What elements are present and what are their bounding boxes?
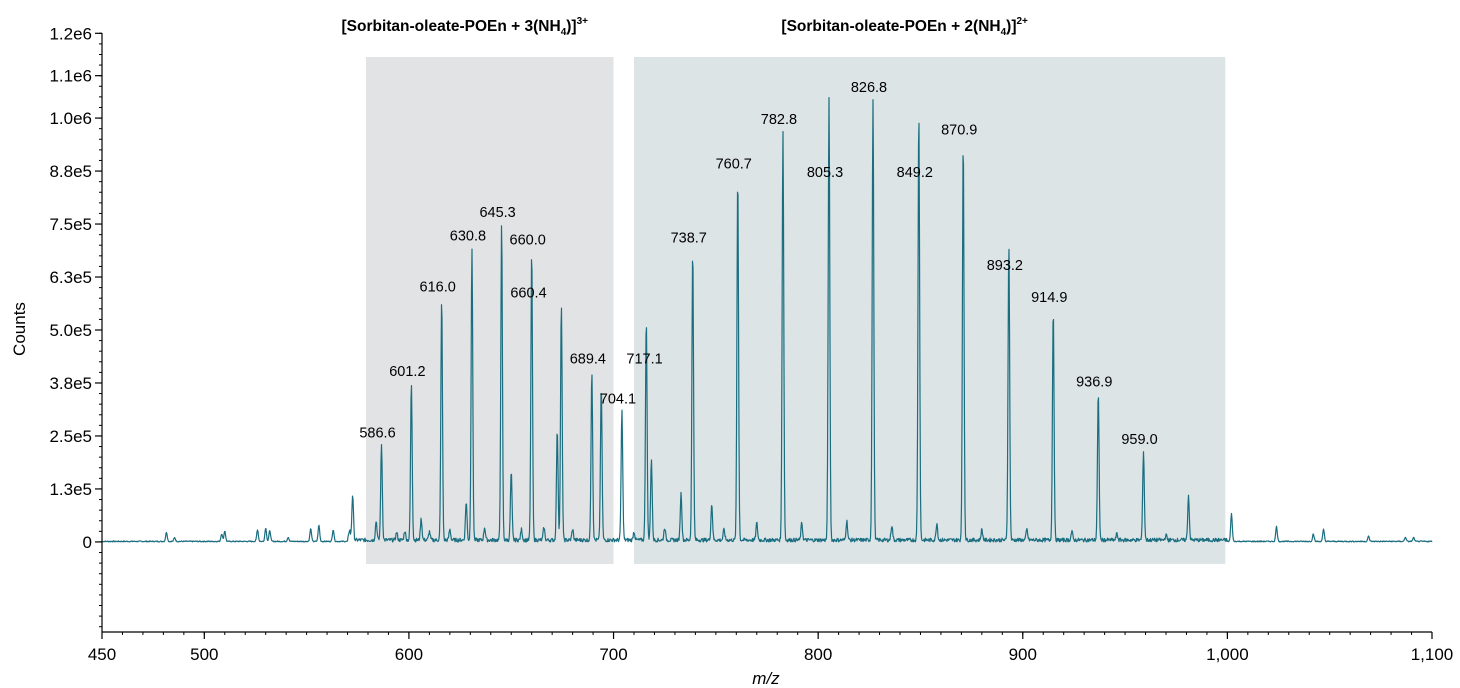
x-tick-label: 800 <box>804 645 832 664</box>
peak-label: 630.8 <box>450 228 486 244</box>
y-tick-label: 1.1e6 <box>49 67 92 86</box>
x-tick-label: 500 <box>190 645 218 664</box>
peak-labels: 586.6 601.2 616.0 630.8 645.3 660.0 660.4 689.4… <box>359 80 1157 448</box>
y-tick-label: 3.8e5 <box>49 374 92 393</box>
peak-label: 849.2 <box>897 165 933 181</box>
y-tick-label: 5.0e5 <box>49 321 92 340</box>
peak-label: 936.9 <box>1076 375 1112 391</box>
peak-label: 914.9 <box>1031 290 1067 306</box>
y-tick-label: 0 <box>83 533 92 552</box>
peak-label: 616.0 <box>420 279 456 295</box>
spectrum-trace <box>101 97 1433 543</box>
y-axis-title: Counts <box>10 302 29 356</box>
x-tick-label: 700 <box>599 645 627 664</box>
spectrum-series-1 <box>101 97 1433 543</box>
charge-region-1 <box>365 57 614 564</box>
y-tick-label: 7.5e5 <box>49 215 92 234</box>
peak-label: 893.2 <box>987 258 1023 274</box>
peak-label: 689.4 <box>570 351 606 367</box>
x-tick-label: 1,000 <box>1206 645 1249 664</box>
peak-label: 826.8 <box>851 80 887 96</box>
peak-label: 738.7 <box>671 231 707 247</box>
charge-state-regions <box>365 57 1226 564</box>
axes: 0 1.3e5 2.5e5 3.8e5 5.0e5 6.3e5 7.5e5 8.8e5 1.0e… <box>49 24 1453 664</box>
peak-label: 760.7 <box>716 156 752 172</box>
peak-label: 782.8 <box>761 112 797 128</box>
y-tick-label: 1.3e5 <box>49 480 92 499</box>
region-title-2: [Sorbitan-oleate-POEn + 2(NH4)]2+ <box>781 16 1028 38</box>
peak-label: 586.6 <box>359 426 395 442</box>
peak-label: 717.1 <box>626 351 662 367</box>
y-tick-label: 6.3e5 <box>49 268 92 287</box>
y-tick-label: 2.5e5 <box>49 427 92 446</box>
region-titles: [Sorbitan-oleate-POEn + 3(NH4)]3+ [Sorbit… <box>342 16 1029 38</box>
peak-label: 601.2 <box>389 364 425 380</box>
peak-label: 660.4 <box>510 286 546 302</box>
x-tick-label: 450 <box>88 645 116 664</box>
peak-label: 805.3 <box>807 165 843 181</box>
peak-label: 660.0 <box>510 233 546 249</box>
peak-label: 959.0 <box>1121 432 1157 448</box>
x-tick-label: 600 <box>395 645 423 664</box>
peak-label: 870.9 <box>941 123 977 139</box>
region-title-1: [Sorbitan-oleate-POEn + 3(NH4)]3+ <box>342 16 589 38</box>
x-tick-label: 1,100 <box>1411 645 1454 664</box>
y-tick-label: 8.8e5 <box>49 162 92 181</box>
y-tick-label: 1.2e6 <box>49 24 92 43</box>
x-tick-label: 900 <box>1009 645 1037 664</box>
peak-label: 645.3 <box>479 205 515 221</box>
charge-region-2 <box>634 57 1226 564</box>
y-tick-label: 1.0e6 <box>49 109 92 128</box>
peak-label: 704.1 <box>600 392 636 408</box>
x-axis-title: m/z <box>752 669 780 688</box>
